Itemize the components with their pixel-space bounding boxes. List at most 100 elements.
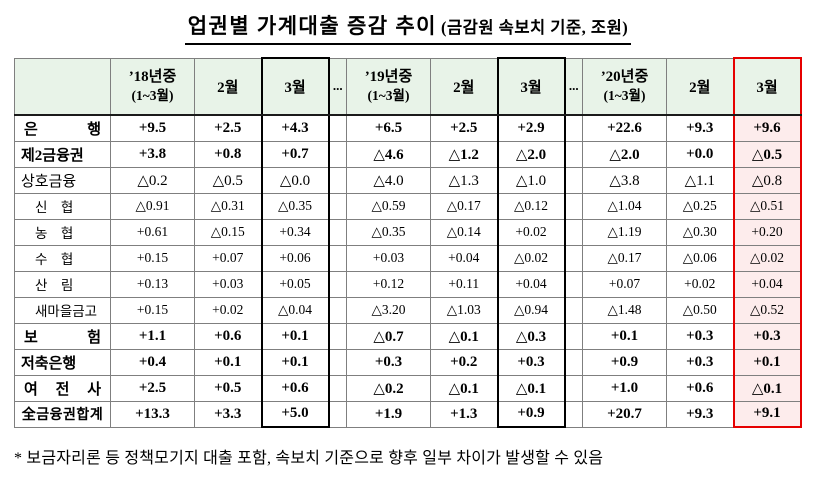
value-cell: △0.31 bbox=[194, 192, 262, 220]
value-cell: △0.1 bbox=[732, 374, 802, 402]
value-cell: △0.14 bbox=[430, 218, 498, 246]
spacer-cell bbox=[328, 348, 347, 376]
table-row: 全금융권합계 +13.3 +3.3 +5.0 +1.9 +1.3 +0.9 +20.7 +9.3… bbox=[14, 400, 802, 428]
value-cell: △0.2 bbox=[110, 166, 195, 194]
value-cell: +0.1 bbox=[732, 348, 802, 376]
value-cell: +0.1 bbox=[194, 348, 262, 376]
value-cell: △2.0 bbox=[496, 140, 566, 168]
table-row: 저축은행 +0.4 +0.1 +0.1 +0.3 +0.2 +0.3 +0.9 +0.3 +0.1 bbox=[14, 348, 802, 376]
spacer-cell bbox=[328, 400, 347, 428]
value-cell: △1.03 bbox=[430, 296, 498, 324]
value-cell: △0.04 bbox=[260, 296, 330, 324]
value-cell: +3.3 bbox=[194, 400, 262, 428]
spacer-cell bbox=[328, 296, 347, 324]
spacer-cell bbox=[564, 374, 583, 402]
row-label: 全금융권합계 bbox=[14, 400, 111, 428]
value-cell: +0.3 bbox=[496, 348, 566, 376]
value-cell: +0.9 bbox=[582, 348, 667, 376]
value-cell: +0.13 bbox=[110, 270, 195, 298]
loan-change-table: ’18년중 (1~3월) 2월 3월 ... ’19년중 (1~3월) 2월 3… bbox=[14, 57, 802, 428]
value-cell: +0.3 bbox=[666, 322, 734, 350]
col-header-feb-20: 2월 bbox=[666, 57, 734, 116]
spacer-cell bbox=[564, 348, 583, 376]
value-cell: +0.15 bbox=[110, 244, 195, 272]
value-cell: △2.0 bbox=[582, 140, 667, 168]
value-cell: △0.91 bbox=[110, 192, 195, 220]
row-label: 은 행 bbox=[14, 114, 111, 142]
value-cell: △0.3 bbox=[496, 322, 566, 350]
value-cell: +9.3 bbox=[666, 400, 734, 428]
value-cell: △0.17 bbox=[582, 244, 667, 272]
value-cell: △0.5 bbox=[732, 140, 802, 168]
table-row: 은 행 +9.5 +2.5 +4.3 +6.5 +2.5 +2.9 +22.6 +9.3 +9.6 bbox=[14, 114, 802, 142]
value-cell: △0.02 bbox=[732, 244, 802, 272]
table-row: 신 협 △0.91 △0.31 △0.35 △0.59 △0.17 △0.12 △1.04 △0… bbox=[14, 192, 802, 220]
spacer-cell bbox=[564, 270, 583, 298]
value-cell: △0.12 bbox=[496, 192, 566, 220]
value-cell: +0.0 bbox=[666, 140, 734, 168]
row-label: 신 협 bbox=[14, 192, 111, 220]
value-cell: △0.5 bbox=[194, 166, 262, 194]
value-cell: △4.6 bbox=[346, 140, 431, 168]
spacer-cell bbox=[328, 140, 347, 168]
value-cell: +1.0 bbox=[582, 374, 667, 402]
value-cell: △0.30 bbox=[666, 218, 734, 246]
value-cell: +0.8 bbox=[194, 140, 262, 168]
value-cell: +1.1 bbox=[110, 322, 195, 350]
value-cell: +4.3 bbox=[260, 114, 330, 142]
corner-cell bbox=[14, 57, 111, 116]
table-body: 은 행 +9.5 +2.5 +4.3 +6.5 +2.5 +2.9 +22.6 +9.3 +9.6… bbox=[14, 114, 802, 428]
value-cell: +0.04 bbox=[496, 270, 566, 298]
col-header-year-19: ’19년중 (1~3월) bbox=[346, 57, 431, 116]
value-cell: +0.1 bbox=[582, 322, 667, 350]
value-cell: +9.5 bbox=[110, 114, 195, 142]
spacer-cell bbox=[564, 400, 583, 428]
value-cell: +0.7 bbox=[260, 140, 330, 168]
value-cell: △0.50 bbox=[666, 296, 734, 324]
value-cell: +0.12 bbox=[346, 270, 431, 298]
row-label: 새마을금고 bbox=[14, 296, 111, 324]
row-label: 제2금융권 bbox=[14, 140, 111, 168]
row-label: 저축은행 bbox=[14, 348, 111, 376]
spacer-cell bbox=[328, 374, 347, 402]
value-cell: +0.1 bbox=[260, 348, 330, 376]
value-cell: +0.5 bbox=[194, 374, 262, 402]
value-cell: △0.59 bbox=[346, 192, 431, 220]
spacer-cell bbox=[564, 244, 583, 272]
value-cell: +20.7 bbox=[582, 400, 667, 428]
table-row: 산 림 +0.13 +0.03 +0.05 +0.12 +0.11 +0.04 +0.07 +0… bbox=[14, 270, 802, 298]
row-label: 수 협 bbox=[14, 244, 111, 272]
value-cell: +5.0 bbox=[260, 400, 330, 428]
value-cell: △0.15 bbox=[194, 218, 262, 246]
value-cell: △0.1 bbox=[496, 374, 566, 402]
value-cell: +0.04 bbox=[732, 270, 802, 298]
value-cell: +13.3 bbox=[110, 400, 195, 428]
value-cell: △0.35 bbox=[260, 192, 330, 220]
value-cell: +6.5 bbox=[346, 114, 431, 142]
spacer-cell bbox=[564, 218, 583, 246]
value-cell: +0.61 bbox=[110, 218, 195, 246]
year-label: ’18년중 bbox=[128, 69, 177, 86]
col-header-feb-18: 2월 bbox=[194, 57, 262, 116]
header-row: ’18년중 (1~3월) 2월 3월 ... ’19년중 (1~3월) 2월 3… bbox=[14, 57, 802, 116]
value-cell: +9.6 bbox=[732, 114, 802, 142]
spacer-cell bbox=[564, 166, 583, 194]
table-row: 상호금융 △0.2 △0.5 △0.0 △4.0 △1.3 △1.0 △3.8 △1.1 △0.8 bbox=[14, 166, 802, 194]
value-cell: +0.02 bbox=[666, 270, 734, 298]
value-cell: +9.3 bbox=[666, 114, 734, 142]
table-row: 여 전 사 +2.5 +0.5 +0.6 △0.2 △0.1 △0.1 +1.0 +0.6 △0.… bbox=[14, 374, 802, 402]
value-cell: △1.0 bbox=[496, 166, 566, 194]
col-header-mar-20-highlighted: 3월 bbox=[732, 57, 802, 116]
spacer-cell bbox=[564, 140, 583, 168]
table-row: 보 험 +1.1 +0.6 +0.1 △0.7 △0.1 △0.3 +0.1 +0.3 +0.3 bbox=[14, 322, 802, 350]
value-cell: △0.1 bbox=[430, 322, 498, 350]
spacer-cell bbox=[328, 322, 347, 350]
row-label: 농 협 bbox=[14, 218, 111, 246]
value-cell: +2.5 bbox=[110, 374, 195, 402]
title-block: 업권별 가계대출 증감 추이 (금감원 속보치 기준, 조원) bbox=[14, 10, 802, 45]
row-label: 산 림 bbox=[14, 270, 111, 298]
spacer-cell bbox=[328, 270, 347, 298]
value-cell: +0.6 bbox=[260, 374, 330, 402]
spacer-cell bbox=[564, 322, 583, 350]
value-cell: △0.2 bbox=[346, 374, 431, 402]
